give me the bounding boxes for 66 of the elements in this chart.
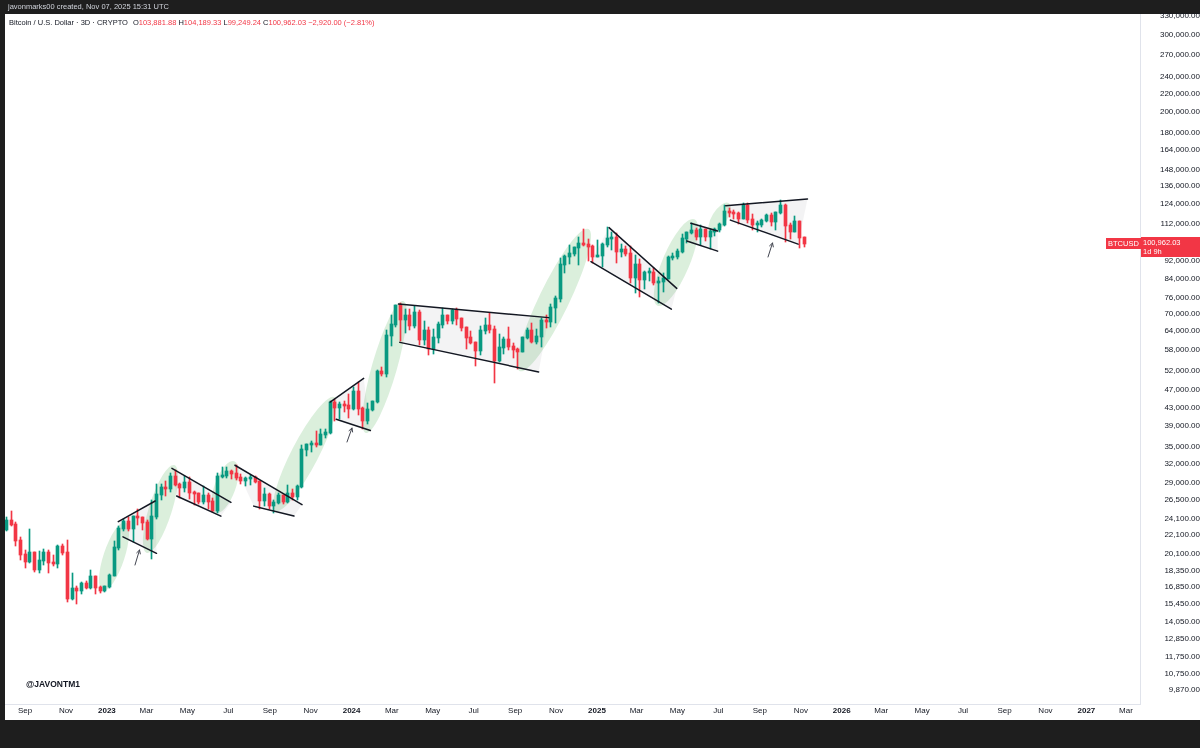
y-tick-label: 22,100.00 bbox=[1164, 530, 1200, 540]
y-tick-label: 11,750.00 bbox=[1165, 651, 1200, 661]
y-tick-label: 43,000.00 bbox=[1164, 402, 1200, 412]
y-tick-label: 58,000.00 bbox=[1164, 345, 1200, 355]
x-tick-label: Jul bbox=[223, 706, 234, 715]
y-tick-label: 92,000.00 bbox=[1164, 256, 1200, 266]
y-tick-label: 18,350.00 bbox=[1164, 566, 1200, 576]
x-tick-label: Sep bbox=[752, 706, 768, 715]
y-tick-label: 32,000.00 bbox=[1164, 459, 1200, 469]
x-tick-label: May bbox=[669, 706, 685, 715]
y-tick-label: 52,000.00 bbox=[1164, 366, 1200, 376]
x-tick-label: Mar bbox=[629, 706, 644, 715]
x-tick-label: Sep bbox=[508, 706, 523, 715]
x-tick-label: 2024 bbox=[342, 706, 362, 715]
y-tick-label: 39,000.00 bbox=[1164, 421, 1200, 431]
x-tick-label: Sep bbox=[262, 706, 278, 715]
y-tick-label: 70,000.00 bbox=[1164, 308, 1200, 318]
y-tick-label: 76,000.00 bbox=[1164, 293, 1200, 303]
x-tick-label: Sep bbox=[18, 706, 33, 715]
y-tick-label: 136,000.00 bbox=[1159, 181, 1200, 191]
x-tick-label: 2027 bbox=[1077, 706, 1096, 715]
y-tick-label: 29,000.00 bbox=[1164, 478, 1200, 488]
y-tick-label: 10,750.00 bbox=[1164, 668, 1200, 678]
x-tick-label: Jul bbox=[713, 706, 724, 715]
y-tick-label: 164,000.00 bbox=[1159, 145, 1200, 155]
y-tick-label: 20,100.00 bbox=[1164, 548, 1200, 558]
x-tick-label: May bbox=[914, 706, 930, 715]
annotation: @JAVONTM1 bbox=[26, 679, 80, 690]
y-tick-label: 220,000.00 bbox=[1159, 89, 1200, 99]
x-tick-label: Nov bbox=[548, 706, 564, 715]
x-tick-label: Nov bbox=[303, 706, 318, 715]
x-tick-label: 2026 bbox=[832, 706, 852, 715]
y-tick-label: 15,450.00 bbox=[1164, 599, 1200, 609]
y-tick-label: 112,000.00 bbox=[1160, 218, 1200, 228]
x-tick-label: May bbox=[425, 706, 441, 715]
x-tick-label: Mar bbox=[384, 706, 400, 715]
y-tick-label: 124,000.00 bbox=[1159, 199, 1200, 209]
y-tick-label: 84,000.00 bbox=[1164, 273, 1200, 283]
x-tick-label: Nov bbox=[58, 706, 74, 715]
y-tick-label: 16,850.00 bbox=[1164, 582, 1200, 592]
y-tick-label: 180,000.00 bbox=[1159, 127, 1200, 137]
x-tick-label: Nov bbox=[1038, 706, 1053, 715]
y-tick-label: 270,000.00 bbox=[1159, 49, 1200, 59]
x-tick-label: 2025 bbox=[588, 706, 607, 715]
x-tick-label: May bbox=[179, 706, 195, 715]
x-tick-label: Mar bbox=[874, 706, 889, 715]
y-tick-label: 148,000.00 bbox=[1159, 165, 1200, 175]
y-tick-label: 24,100.00 bbox=[1164, 513, 1200, 523]
y-tick-label: 64,000.00 bbox=[1164, 326, 1200, 336]
y-tick-label: 12,850.00 bbox=[1164, 634, 1200, 644]
x-tick-label: 2023 bbox=[98, 706, 117, 715]
x-tick-label: Nov bbox=[793, 706, 808, 715]
x-tick-label: Mar bbox=[1119, 706, 1134, 715]
y-tick-label: 26,500.00 bbox=[1164, 495, 1200, 505]
y-tick-label: 240,000.00 bbox=[1159, 72, 1200, 82]
y-tick-label: 14,050.00 bbox=[1164, 617, 1200, 627]
x-tick-label: Jul bbox=[957, 706, 969, 715]
x-tick-label: Jul bbox=[468, 706, 479, 715]
y-tick-label: 9,870.00 bbox=[1168, 685, 1200, 695]
y-tick-label: 200,000.00 bbox=[1159, 107, 1200, 117]
x-tick-label: Mar bbox=[139, 706, 154, 715]
y-tick-label: 47,000.00 bbox=[1164, 385, 1200, 395]
y-tick-label: 35,000.00 bbox=[1164, 442, 1200, 452]
y-tick-label: 330,000.00 bbox=[1159, 11, 1200, 21]
y-tick-label: 300,000.00 bbox=[1159, 29, 1200, 39]
x-tick-label: Sep bbox=[997, 706, 1013, 715]
